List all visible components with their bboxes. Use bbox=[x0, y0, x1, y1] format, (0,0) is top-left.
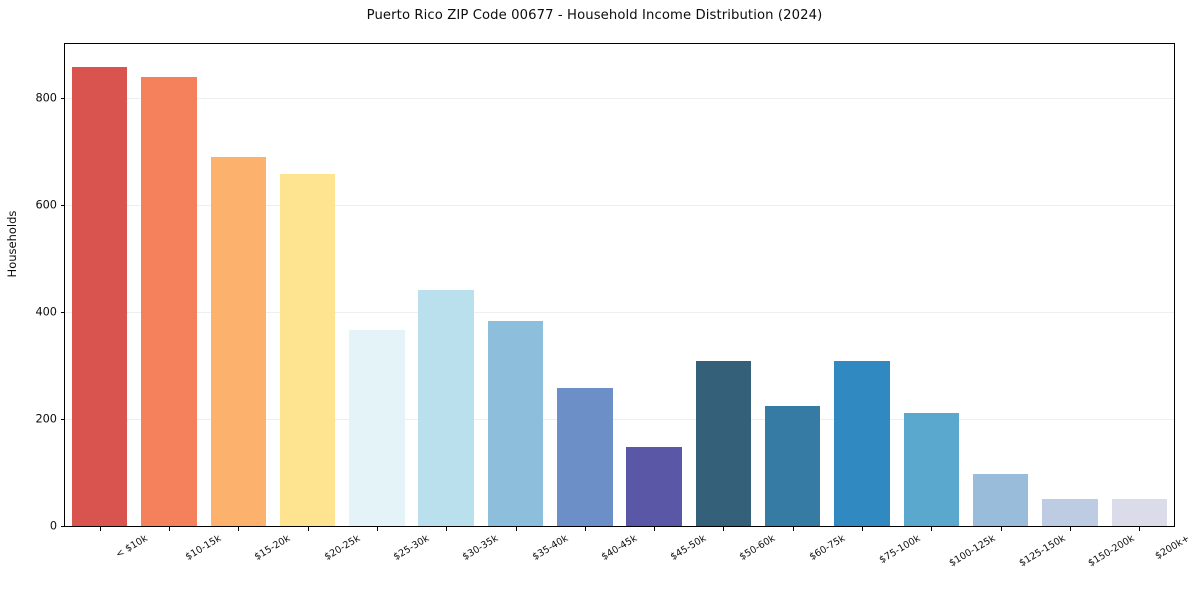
y-tick-label: 800 bbox=[35, 91, 57, 105]
x-tick-mark bbox=[238, 526, 240, 531]
bar[interactable] bbox=[626, 446, 682, 526]
x-tick-label: < $10k bbox=[113, 533, 150, 561]
bar[interactable] bbox=[418, 289, 474, 526]
x-tick-mark bbox=[376, 526, 378, 531]
x-tick-mark bbox=[1139, 526, 1141, 531]
y-tick-mark bbox=[60, 204, 65, 206]
x-tick-mark bbox=[307, 526, 309, 531]
x-tick-mark bbox=[654, 526, 656, 531]
gridlines bbox=[65, 44, 1174, 526]
gridline bbox=[65, 97, 1174, 99]
x-tick-label: $10-15k bbox=[183, 533, 224, 563]
bar[interactable] bbox=[557, 387, 613, 526]
x-tick-mark bbox=[584, 526, 586, 531]
y-tick-label: 200 bbox=[35, 412, 57, 426]
x-tick-label: $35-40k bbox=[530, 533, 570, 563]
x-tick-label: $75-100k bbox=[877, 533, 923, 566]
x-tick-label: $150-200k bbox=[1086, 533, 1137, 570]
x-tick-mark bbox=[1000, 526, 1002, 531]
x-tick-label: $25-30k bbox=[391, 533, 432, 563]
bar[interactable] bbox=[71, 66, 128, 526]
x-tick-mark bbox=[862, 526, 864, 531]
y-tick-mark bbox=[60, 526, 65, 527]
x-tick-label: $40-45k bbox=[599, 533, 640, 563]
x-tick-label: $200k+ bbox=[1153, 533, 1189, 563]
bar[interactable] bbox=[349, 330, 405, 526]
x-tick-label: $125-150k bbox=[1017, 533, 1068, 570]
bar[interactable] bbox=[903, 413, 960, 526]
x-tick-mark bbox=[168, 526, 170, 531]
x-tick-mark bbox=[1070, 526, 1072, 531]
bar[interactable] bbox=[834, 360, 890, 526]
y-tick-mark bbox=[60, 97, 65, 99]
y-tick-label: 400 bbox=[35, 305, 57, 319]
x-tick-mark bbox=[792, 526, 794, 531]
x-tick-mark bbox=[723, 526, 725, 531]
bar[interactable] bbox=[1111, 499, 1168, 526]
x-tick-label: $60-75k bbox=[807, 533, 847, 563]
x-tick-mark bbox=[446, 526, 448, 531]
gridline bbox=[65, 418, 1174, 420]
gridline bbox=[65, 311, 1174, 313]
x-tick-label: $100-125k bbox=[947, 533, 998, 570]
x-tick-label: $20-25k bbox=[322, 533, 362, 563]
bar[interactable] bbox=[141, 77, 197, 526]
bar[interactable] bbox=[487, 320, 544, 526]
x-tick-mark bbox=[515, 526, 517, 531]
bar[interactable] bbox=[279, 173, 336, 526]
bar-series bbox=[65, 44, 1174, 526]
bar[interactable] bbox=[1042, 499, 1098, 526]
bar[interactable] bbox=[695, 361, 752, 526]
gridline bbox=[65, 204, 1174, 206]
x-tick-label: $45-50k bbox=[668, 533, 709, 563]
plot-area: 0 200 400 600 800 < $10k $10-15k $15-20k $20-25k… bbox=[35, 43, 1189, 569]
y-tick-mark bbox=[60, 418, 65, 420]
bar[interactable] bbox=[972, 474, 1029, 526]
x-tick-label: $50-60k bbox=[738, 533, 778, 563]
chart-title: Puerto Rico ZIP Code 00677 - Household I… bbox=[366, 8, 823, 23]
x-tick-mark bbox=[931, 526, 933, 531]
y-tick-mark bbox=[60, 311, 65, 313]
x-tick-label: $15-20k bbox=[252, 533, 293, 563]
bar[interactable] bbox=[765, 406, 821, 526]
x-tick-label: $30-35k bbox=[460, 533, 501, 563]
y-tick-label: 0 bbox=[49, 519, 57, 533]
x-tick-mark bbox=[99, 526, 101, 531]
y-tick-label: 600 bbox=[35, 198, 57, 212]
bar[interactable] bbox=[210, 157, 266, 526]
